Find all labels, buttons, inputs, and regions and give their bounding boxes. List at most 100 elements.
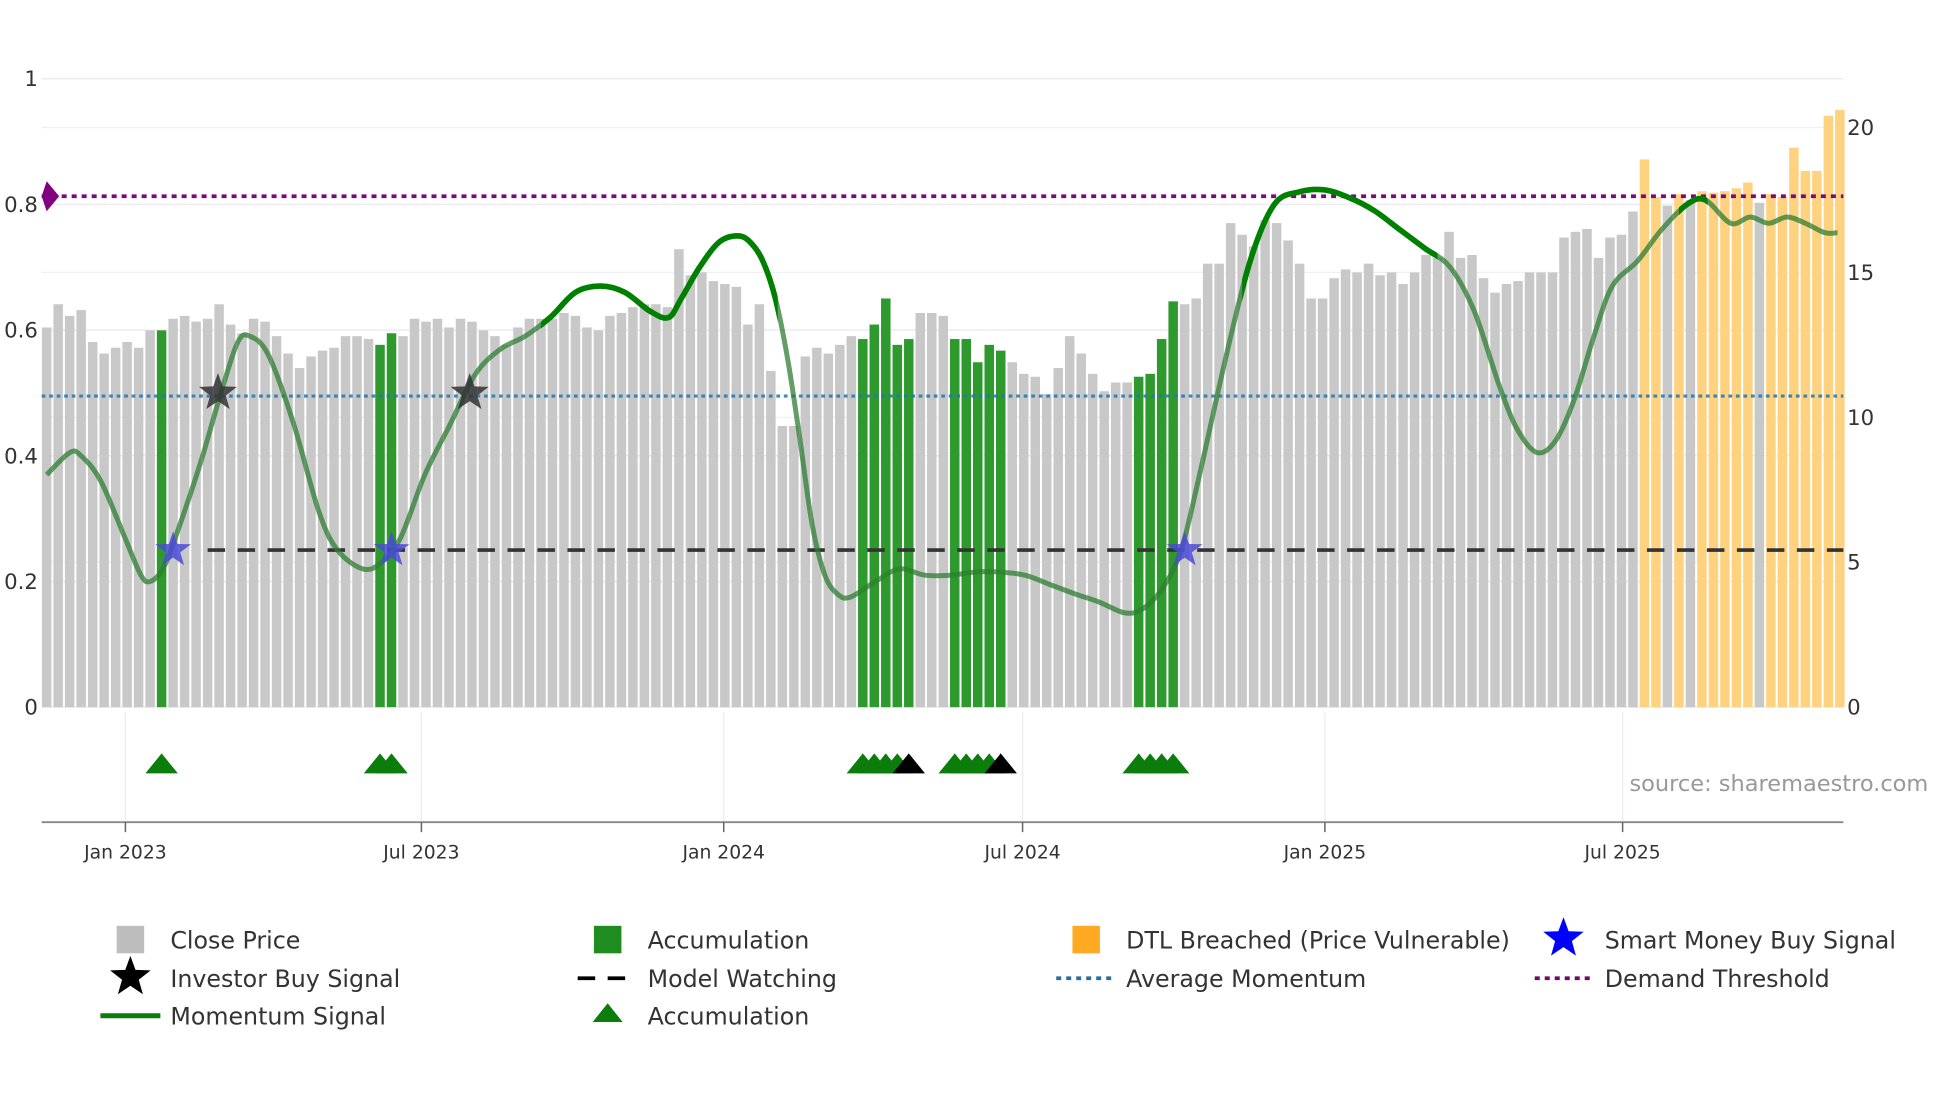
close-price-bar <box>1536 272 1546 708</box>
accumulation-triangle-black-icon <box>892 753 926 774</box>
close-price-bar <box>202 318 213 708</box>
close-price-bar <box>1294 263 1305 708</box>
dtl-breached-bar <box>1823 115 1834 708</box>
close-price-bar <box>1214 263 1224 708</box>
accumulation-bar <box>386 333 397 708</box>
close-price-bar <box>651 304 661 708</box>
close-price-bar <box>1340 269 1351 708</box>
close-price-bar <box>1501 283 1512 708</box>
dtl-breached-bar <box>1639 159 1650 708</box>
left-tick-label: 0.8 <box>4 193 38 218</box>
close-price-bar <box>122 341 132 708</box>
close-price-bar <box>1352 272 1362 708</box>
momentum-line <box>44 186 1838 617</box>
close-price-bar <box>524 318 535 708</box>
close-price-bar <box>467 321 477 708</box>
close-price-bar <box>846 336 857 708</box>
close-price-bar <box>812 347 822 708</box>
close-price-bar <box>237 333 247 708</box>
close-price-bar <box>697 272 707 708</box>
close-price-bar <box>1076 353 1086 708</box>
legend-label: Accumulation <box>648 926 810 954</box>
close-price-bar <box>1582 228 1592 708</box>
close-price-bar <box>1248 246 1259 708</box>
axes: Jan 2023 Jul 2023 Jan 2024 Jul 2024 Jan 2025… <box>4 67 1874 863</box>
legend-label: Model Watching <box>648 965 837 993</box>
close-price-bar <box>800 356 811 708</box>
close-price-bar <box>559 312 569 708</box>
close-price-bar <box>938 315 949 708</box>
close-price-bar <box>1191 298 1201 708</box>
close-price-bar <box>662 307 673 708</box>
close-price-bar <box>145 330 155 708</box>
close-price-bar <box>133 347 144 708</box>
accumulation-bar <box>1156 339 1167 708</box>
close-price-bar <box>1317 298 1328 708</box>
close-price-bar <box>1271 223 1282 708</box>
close-price-bar <box>168 318 178 708</box>
accumulation-bar <box>375 344 385 708</box>
close-price-bar <box>616 312 627 708</box>
legend-green-square-icon <box>593 925 622 954</box>
right-tick-label: 5 <box>1847 551 1861 576</box>
close-price-bar <box>570 315 581 708</box>
close-price-bar <box>271 336 282 708</box>
close-price-bar <box>708 281 719 708</box>
close-price-bar <box>1478 278 1489 708</box>
close-price-bar <box>1570 231 1581 708</box>
demand-threshold-marker-icon <box>41 181 60 212</box>
close-price-bar <box>76 310 86 708</box>
close-price-bar <box>306 356 316 708</box>
close-price-bar <box>1087 373 1098 708</box>
close-price-bar <box>513 327 523 708</box>
close-price-bar <box>1110 382 1121 708</box>
close-price-bar <box>99 353 109 708</box>
momentum-signal-line <box>44 186 1838 616</box>
close-price-bar <box>1283 240 1293 708</box>
close-price-bar <box>455 318 466 708</box>
close-price-bar <box>789 426 799 708</box>
accumulation-bar <box>904 339 914 708</box>
close-price-bar <box>191 321 201 708</box>
close-price-bar <box>639 304 650 708</box>
close-price-bar <box>283 353 293 708</box>
x-tick-label: Jul 2025 <box>1583 842 1660 863</box>
close-price-bar <box>1662 205 1673 708</box>
close-price-bar <box>1202 263 1213 708</box>
dtl-breached-bar <box>1720 191 1730 708</box>
close-price-bar <box>743 324 753 708</box>
x-tick-label: Jan 2023 <box>83 842 167 863</box>
left-tick-label: 0.2 <box>4 570 38 595</box>
close-price-bar <box>398 336 408 708</box>
accumulation-bar <box>950 339 960 708</box>
dtl-breached-bar <box>1766 194 1776 708</box>
close-price-bar <box>1467 254 1477 708</box>
close-price-bar <box>1329 278 1339 708</box>
dtl-breached-bar <box>1835 110 1845 708</box>
close-price-bar <box>1099 391 1109 708</box>
accumulation-bar <box>1133 376 1144 708</box>
right-tick-label: 10 <box>1847 406 1874 431</box>
right-tick-label: 20 <box>1847 116 1874 141</box>
close-price-bar <box>547 318 558 708</box>
legend-label: Investor Buy Signal <box>170 965 400 993</box>
dtl-breached-bar <box>1800 170 1811 708</box>
accumulation-triangle-icon <box>145 753 178 774</box>
close-price-bar <box>225 324 236 708</box>
close-price-bar <box>1260 220 1270 708</box>
close-price-bar <box>1685 199 1696 708</box>
legend-label: Close Price <box>170 926 300 954</box>
legend-label: Momentum Signal <box>170 1003 386 1031</box>
legend-label: Average Momentum <box>1126 965 1366 993</box>
close-price-bar <box>1225 223 1236 708</box>
close-price-bar <box>1030 376 1040 708</box>
close-price-bar <box>352 336 362 708</box>
dtl-breached-bar <box>1674 194 1684 708</box>
dtl-breached-bar <box>1708 192 1719 708</box>
close-price-bar <box>490 336 500 708</box>
x-tick-label: Jan 2025 <box>1283 842 1367 863</box>
close-price-bar <box>1559 237 1569 708</box>
investor-star-icon <box>450 372 489 410</box>
close-price-bar <box>582 327 592 708</box>
accumulation-bar <box>858 339 868 708</box>
